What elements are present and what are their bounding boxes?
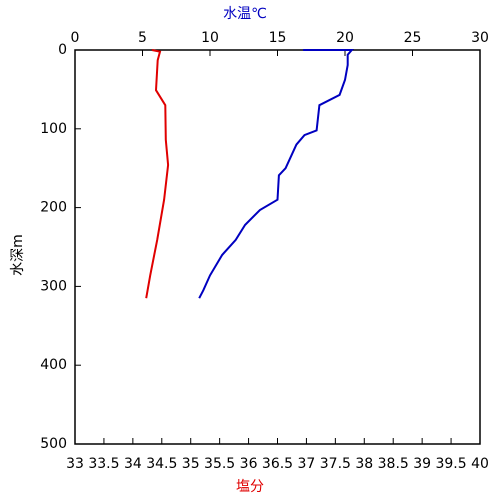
y-tick-label: 400 [40,357,67,373]
x2-tick-label: 10 [201,30,219,46]
x-axis-title: 塩分 [236,479,264,495]
x2-tick-label: 5 [138,30,147,46]
data-line [198,49,354,299]
x-tick-label: 33 [66,456,84,472]
x-tick-label: 35 [182,456,200,472]
x2-axis-title: 水温℃ [223,6,267,22]
y-tick-label: 0 [58,42,67,58]
x-tick-label: 36 [240,456,258,472]
x2-tick-label: 25 [404,30,422,46]
x-tick-label: 39.5 [435,456,466,472]
y-tick-label: 200 [40,200,67,216]
x2-tick-label: 20 [336,30,354,46]
x-tick-label: 39 [413,456,431,472]
x2-tick-label: 30 [471,30,489,46]
y-tick-label: 500 [40,436,67,452]
x-tick-label: 35.5 [204,456,235,472]
y-tick-label: 300 [40,278,67,294]
data-line [145,49,170,299]
y-axis-title: 水深m [10,234,26,276]
x-tick-label: 38.5 [378,456,409,472]
x-tick-label: 38 [355,456,373,472]
x-tick-label: 40 [471,456,489,472]
x-tick-label: 33.5 [88,456,119,472]
x-tick-label: 37 [298,456,316,472]
x2-tick-label: 15 [269,30,287,46]
y-tick-label: 100 [40,121,67,137]
x-tick-label: 34.5 [146,456,177,472]
plot-frame [74,49,481,445]
x2-tick-label: 0 [71,30,80,46]
x-tick-label: 36.5 [262,456,293,472]
x-tick-label: 37.5 [320,456,351,472]
x-tick-label: 34 [124,456,142,472]
